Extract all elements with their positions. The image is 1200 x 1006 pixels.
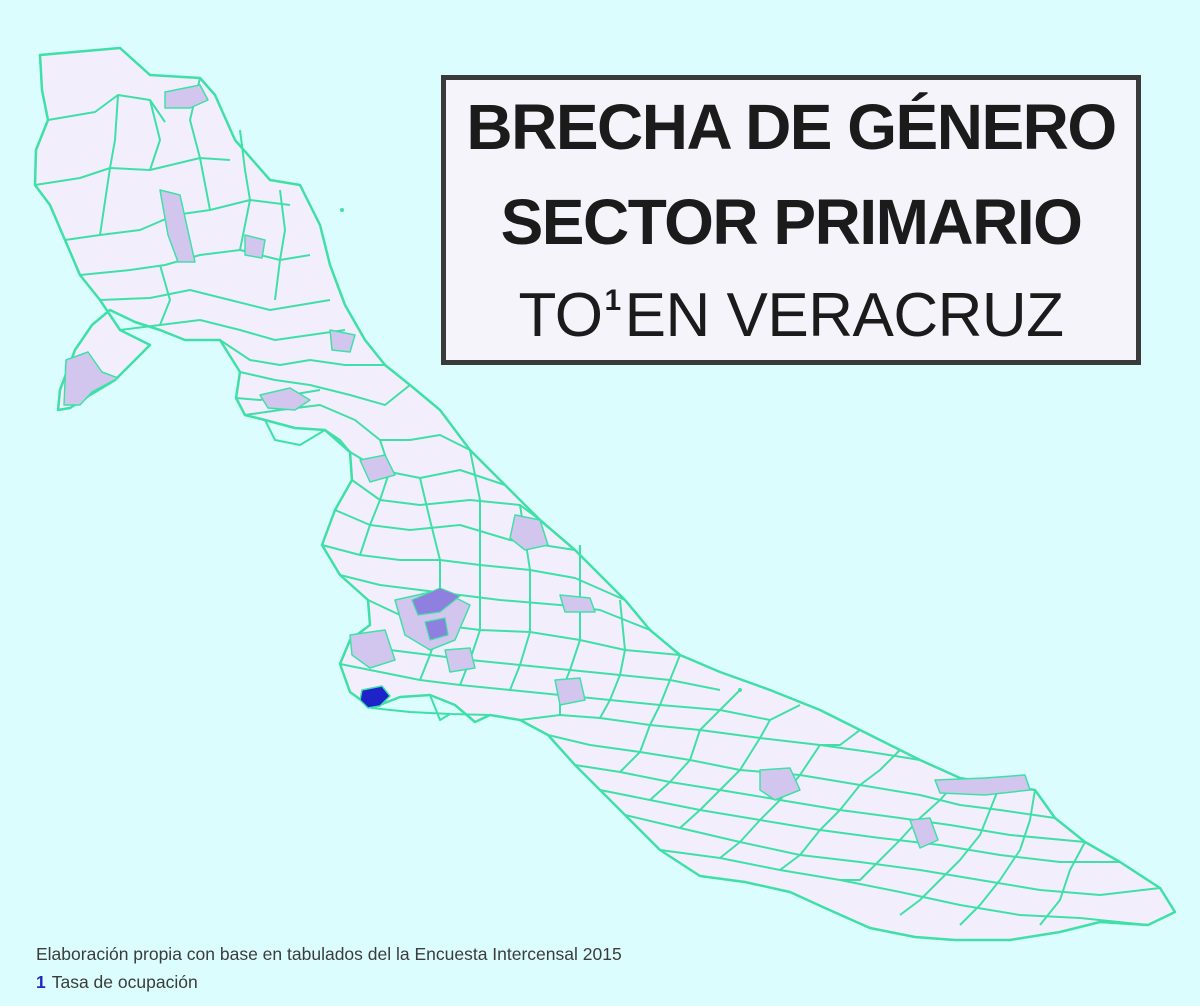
footnote: 1 Tasa de ocupación <box>36 972 198 993</box>
municipio-max <box>359 685 391 709</box>
footnote-number: 1 <box>36 972 46 992</box>
municipios-medium <box>63 84 1031 849</box>
municipios-dark <box>411 587 461 641</box>
source-caption: Elaboración propia con base en tabulados… <box>36 944 622 964</box>
island <box>738 688 742 692</box>
footnote-marker: 1 <box>604 284 621 317</box>
title-line-3-suffix: EN VERACRUZ <box>624 281 1064 350</box>
footnote-definition: Tasa de ocupación <box>51 972 198 992</box>
title-box: BRECHA DE GÉNERO SECTOR PRIMARIO TO1EN V… <box>441 75 1141 365</box>
title-line-3-prefix: TO <box>518 281 603 350</box>
title-line-2: SECTOR PRIMARIO <box>500 186 1083 258</box>
island <box>340 208 344 212</box>
title-line-3: TO1EN VERACRUZ <box>446 280 1136 351</box>
title-line-1: BRECHA DE GÉNERO <box>466 91 1117 163</box>
municipio-boundaries <box>34 77 1161 926</box>
